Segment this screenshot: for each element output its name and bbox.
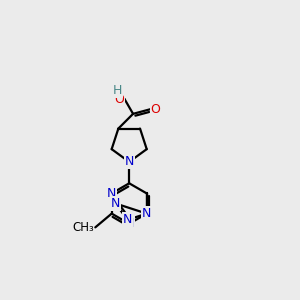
Text: N: N: [123, 213, 132, 226]
Text: O: O: [115, 93, 124, 106]
Text: H: H: [113, 84, 122, 97]
Text: N: N: [107, 187, 116, 200]
Text: O: O: [151, 103, 160, 116]
Text: N: N: [142, 207, 152, 220]
Text: N: N: [124, 155, 134, 168]
Text: N: N: [124, 217, 134, 230]
Text: N: N: [111, 197, 120, 210]
Text: CH₃: CH₃: [72, 221, 94, 234]
